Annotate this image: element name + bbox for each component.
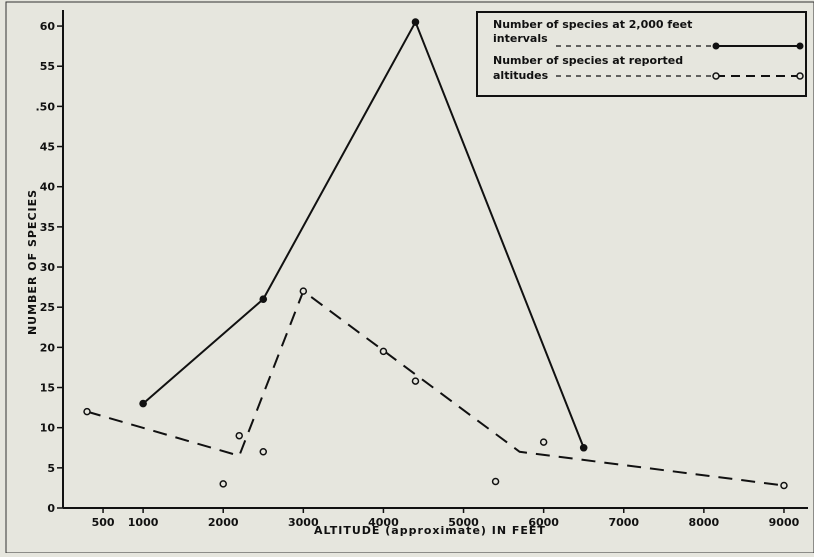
legend-marker-filled-right — [796, 42, 804, 50]
data-point-reported-altitudes — [491, 477, 500, 486]
y-tick-label: 10 — [40, 422, 56, 435]
x-tick-label: 1000 — [128, 516, 159, 529]
y-tick-label: 25 — [40, 301, 55, 314]
x-axis-ticks: 500 1000 2000 3000 4000 5000 6000 7000 8000 9000 — [92, 508, 800, 529]
legend-box — [476, 11, 807, 97]
y-tick-label: 60 — [40, 20, 56, 33]
data-point-2000ft-intervals — [411, 18, 420, 26]
x-axis-title: ALTITUDE (approximate) IN FEET — [314, 524, 546, 537]
x-tick-label: 9000 — [769, 516, 800, 529]
x-tick-label: 6000 — [528, 516, 559, 529]
x-tick-label: 3000 — [288, 516, 319, 529]
y-tick-label: 20 — [40, 341, 56, 354]
y-axis-ticks: 0 5 10 15 20 25 30 35 40 45 .50 55 60 — [36, 20, 63, 515]
y-tick-label: .50 — [36, 100, 56, 113]
x-tick-label: 4000 — [368, 516, 399, 529]
x-tick-label: 8000 — [689, 516, 720, 529]
data-point-reported-altitudes — [780, 481, 788, 490]
legend-marker-filled-left — [712, 42, 720, 50]
data-point-2000ft-intervals — [139, 399, 147, 408]
data-point-reported-altitudes — [539, 438, 548, 446]
data-point-2000ft-intervals — [579, 443, 588, 452]
y-tick-label: 40 — [40, 181, 56, 194]
y-tick-label: 15 — [40, 382, 55, 395]
legend-label-dashed-line2: altitudes — [493, 69, 549, 82]
x-tick-label: 5000 — [448, 516, 479, 529]
y-tick-label: 30 — [40, 261, 56, 274]
legend-marker-open-left — [712, 72, 720, 80]
legend: Number of species at 2,000 feet interval… — [476, 11, 807, 97]
legend-label-solid-line2: intervals — [493, 32, 548, 45]
data-point-reported-altitudes — [299, 287, 308, 295]
y-tick-label: 5 — [47, 462, 55, 475]
x-tick-label: 2000 — [208, 516, 239, 529]
legend-marker-open-right — [796, 72, 804, 80]
legend-label-solid-line1: Number of species at 2,000 feet — [493, 18, 692, 31]
y-tick-label: 35 — [40, 221, 55, 234]
x-tick-label: 500 — [92, 516, 115, 529]
series-line-2000ft-intervals — [142, 19, 585, 449]
data-point-2000ft-intervals — [259, 295, 268, 303]
data-point-reported-altitudes — [219, 480, 227, 488]
y-tick-label: 55 — [40, 60, 55, 73]
data-point-reported-altitudes — [379, 347, 388, 356]
series-layer — [83, 18, 788, 490]
y-tick-label: 45 — [40, 141, 55, 154]
data-point-reported-altitudes — [235, 431, 243, 440]
y-tick-label: 0 — [47, 502, 55, 515]
x-tick-label: 7000 — [608, 516, 639, 529]
data-point-reported-altitudes — [83, 407, 91, 416]
data-point-reported-altitudes — [259, 448, 268, 456]
y-axis-title: NUMBER OF SPECIES — [26, 189, 39, 335]
legend-label-dashed-line1: Number of species at reported — [493, 54, 683, 67]
data-point-reported-altitudes — [411, 377, 420, 385]
